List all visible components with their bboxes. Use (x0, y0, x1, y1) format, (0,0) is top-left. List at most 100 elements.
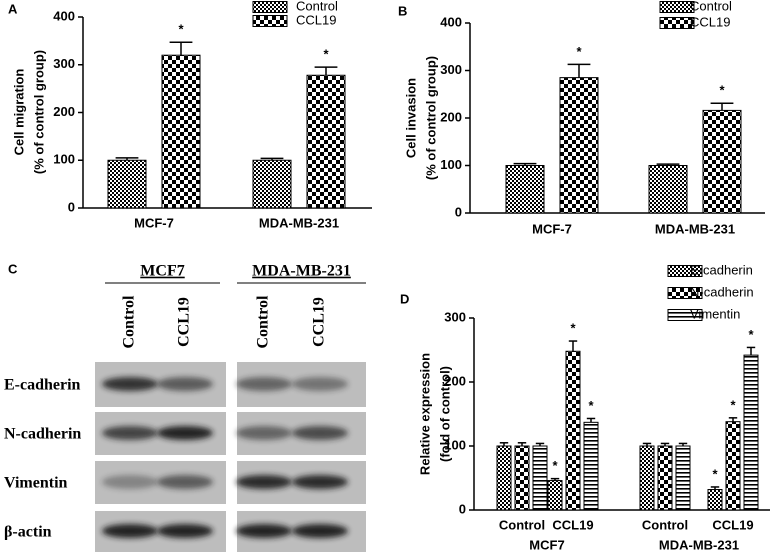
blot-group-label: MDA-MB-231 (252, 263, 351, 280)
blot-band (102, 475, 158, 489)
y-axis-label: (% of control group) (31, 50, 46, 174)
significance-mark: * (719, 83, 725, 98)
legend-label: N-cadherin (690, 284, 754, 299)
legend-swatch (252, 1, 288, 13)
y-tick-label: 200 (440, 109, 462, 124)
y-axis-label: Cell migration (11, 69, 26, 156)
legend-label: Control (296, 0, 338, 13)
legend-label: CCL19 (690, 14, 730, 29)
blot-band (292, 377, 348, 391)
blot-row-label: N-cadherin (4, 426, 81, 443)
y-tick-label: 0 (455, 204, 462, 219)
blot-band (236, 475, 292, 489)
y-axis-label: Cell invasion (403, 78, 418, 158)
bar (675, 445, 691, 511)
bar (702, 109, 742, 214)
blot-band (157, 377, 213, 391)
blot-lane-label: CCL19 (311, 297, 328, 347)
blot-lane-label: Control (255, 295, 272, 349)
bar (161, 54, 201, 209)
x-tick-label: CCL19 (552, 517, 593, 532)
y-tick-label: 100 (53, 152, 75, 167)
group-label: MCF7 (529, 537, 564, 552)
significance-mark: * (323, 47, 329, 62)
x-tick-label: MDA-MB-231 (259, 215, 339, 230)
blot-band (292, 426, 348, 440)
bar (252, 159, 292, 209)
blot-band (236, 377, 292, 391)
y-tick-label: 300 (53, 56, 75, 71)
blot-band (157, 524, 213, 538)
significance-mark: * (748, 327, 754, 342)
blot-row-label: Vimentin (4, 475, 68, 492)
blot-row-label: β-actin (4, 524, 52, 541)
legend-label: Control (690, 0, 732, 13)
bar (496, 445, 512, 511)
panel-letter: A (8, 1, 18, 16)
panel-letter: C (8, 261, 18, 276)
bar (639, 445, 655, 511)
bar (583, 421, 599, 511)
bar (505, 165, 545, 214)
y-tick-label: 300 (444, 309, 466, 324)
y-tick-label: 0 (459, 501, 466, 516)
x-tick-label: MDA-MB-231 (655, 221, 735, 236)
bar (725, 421, 741, 511)
significance-mark: * (712, 466, 718, 481)
blot-lane-label: Control (121, 295, 138, 349)
legend-label: E-cadherin (690, 262, 753, 277)
x-tick-label: MCF-7 (532, 221, 572, 236)
y-tick-label: 200 (53, 104, 75, 119)
x-tick-label: MCF-7 (134, 215, 174, 230)
blot-band (292, 475, 348, 489)
legend-swatch (667, 265, 703, 277)
y-tick-label: 100 (440, 157, 462, 172)
significance-mark: * (576, 44, 582, 59)
blot-band (102, 377, 158, 391)
significance-mark: * (178, 22, 184, 37)
bar (514, 445, 530, 511)
group-label: MDA-MB-231 (659, 537, 739, 552)
legend-swatch (659, 1, 695, 13)
bar (532, 445, 548, 511)
blot-band (102, 426, 158, 440)
legend-swatch (659, 17, 695, 29)
blot-group-label: MCF7 (140, 263, 184, 280)
blot-band (292, 524, 348, 538)
blot-band (157, 475, 213, 489)
legend-label: Vimentin (690, 306, 740, 321)
y-tick-label: 0 (68, 199, 75, 214)
blot-lane-label: CCL19 (176, 297, 193, 347)
x-tick-label: Control (499, 517, 545, 532)
bar (565, 350, 581, 511)
y-tick-label: 300 (440, 62, 462, 77)
bar (743, 354, 759, 511)
significance-mark: * (588, 398, 594, 413)
legend-swatch (667, 309, 703, 321)
y-axis-label: Relative expression (417, 353, 432, 475)
bar (306, 74, 346, 209)
bar (107, 159, 147, 209)
legend-label: CCL19 (296, 12, 336, 27)
blot-row-label: E-cadherin (4, 377, 81, 394)
y-tick-label: 100 (444, 437, 466, 452)
bar (657, 445, 673, 511)
y-axis-label: (% of control group) (423, 56, 438, 180)
legend-swatch (667, 287, 703, 299)
bar (547, 480, 563, 511)
x-tick-label: Control (642, 517, 688, 532)
blot-band (157, 426, 213, 440)
y-axis-label: (fold of control) (437, 366, 452, 462)
y-tick-label: 400 (53, 8, 75, 23)
y-tick-label: 200 (444, 373, 466, 388)
bar (559, 77, 599, 214)
bar (707, 489, 723, 511)
x-tick-label: CCL19 (712, 517, 753, 532)
legend-swatch (252, 15, 288, 27)
panel-letter: B (398, 3, 407, 18)
significance-mark: * (552, 458, 558, 473)
significance-mark: * (570, 320, 576, 335)
panel-letter: D (400, 291, 409, 306)
